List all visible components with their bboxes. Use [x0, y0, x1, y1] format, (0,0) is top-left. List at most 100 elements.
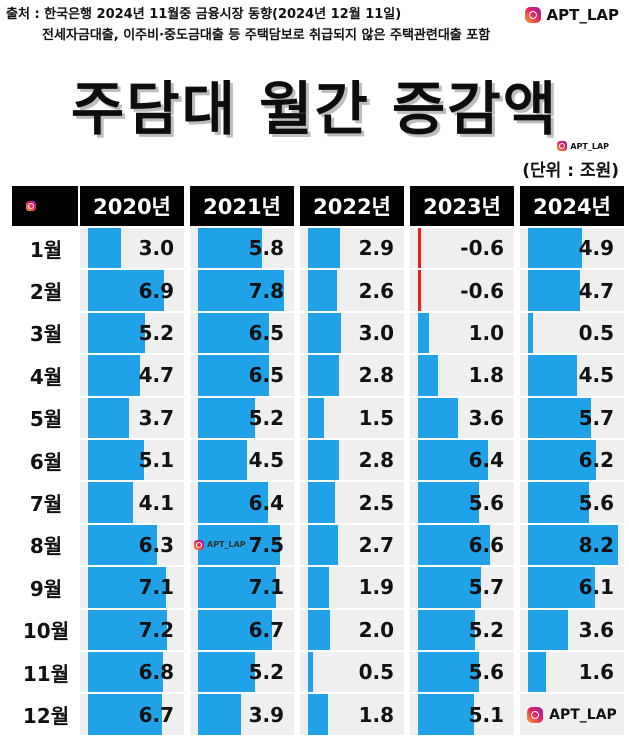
bar-negative [418, 228, 421, 269]
data-label: 5.1 [468, 702, 504, 727]
table-cell: -0.6 [410, 270, 514, 311]
bar [418, 482, 480, 523]
bar [528, 524, 618, 566]
bar [198, 355, 270, 396]
bar [198, 567, 276, 608]
data-label: 5.2 [248, 660, 284, 685]
bar [418, 524, 491, 566]
table-cell: 4.1 [80, 482, 184, 523]
table-cell: 2.5 [300, 482, 404, 523]
table-cell: 7.5 APT_LAP [190, 524, 294, 566]
row-label: 8월 [29, 534, 63, 559]
mini-brand-text: APT_LAP [570, 141, 609, 151]
table-cell: 4.5 [520, 355, 624, 396]
data-label: 5.7 [468, 575, 504, 600]
table-cell: 5.2 [410, 609, 514, 650]
data-label: 3.0 [138, 236, 174, 261]
table-cell: 5.2 [190, 397, 294, 438]
data-label: 3.0 [358, 320, 394, 345]
table-cell: 2.6 [300, 270, 404, 311]
table-cell: 5.6 [410, 652, 514, 693]
bar [308, 482, 336, 523]
bar [528, 228, 582, 269]
cell-watermark-text: APT_LAP [207, 540, 246, 550]
data-label: 6.7 [248, 617, 284, 642]
brand-handle-text: APT_LAP [546, 6, 620, 24]
data-label: 6.1 [578, 575, 614, 600]
table-cell: 4.7 [520, 270, 624, 311]
data-label: 4.5 [578, 363, 614, 388]
data-label: 6.8 [138, 660, 174, 685]
bar [418, 312, 429, 354]
source-note: 출처 : 한국은행 2024년 11월중 금융시장 동향(2024년 12월 1… [6, 4, 490, 46]
data-label: 7.8 [248, 278, 284, 303]
corner-watermark-text: APT_LAP [549, 706, 617, 723]
bar [198, 228, 262, 269]
bar [308, 567, 329, 608]
table-cell: 2.8 [300, 355, 404, 396]
table-cell: 3.6 [520, 609, 624, 650]
bar [88, 652, 163, 693]
table-cell: 4.9 [520, 228, 624, 269]
table-cell: 2.9 [300, 228, 404, 269]
data-label: 0.5 [358, 660, 394, 685]
bar [308, 355, 339, 396]
row-label: 3월 [29, 322, 63, 347]
table-cell: 6.8 [80, 652, 184, 693]
data-label: 4.7 [138, 363, 174, 388]
data-label: -0.6 [460, 278, 504, 303]
bar [418, 567, 481, 608]
data-label: 4.7 [578, 278, 614, 303]
column-header: 2023년 [410, 186, 514, 226]
table-cell: 3.0 [80, 228, 184, 269]
instagram-icon [527, 706, 544, 723]
data-label: 1.6 [578, 660, 614, 685]
bar [88, 567, 166, 608]
table-cell: 6.1 [520, 567, 624, 608]
table-cell: 6.9 [80, 270, 184, 311]
table-cell: 0.5 [520, 312, 624, 354]
bar [418, 609, 476, 650]
bar [308, 312, 341, 354]
data-label: 1.8 [358, 702, 394, 727]
mini-brand: APT_LAP [557, 141, 609, 151]
table-cell: 6.5 [190, 355, 294, 396]
data-label: 5.2 [248, 405, 284, 430]
brand-handle[interactable]: APT_LAP [524, 6, 620, 24]
data-label: 5.2 [138, 320, 174, 345]
table-cell: 5.7 [410, 567, 514, 608]
bar [418, 440, 489, 481]
cell-watermark: APT_LAP [194, 539, 246, 550]
instagram-icon [26, 201, 36, 211]
data-label: -0.6 [460, 236, 504, 261]
table-cell: 1.6 [520, 652, 624, 693]
table-cell: 3.6 [410, 397, 514, 438]
data-label: 3.6 [578, 617, 614, 642]
table-cell: 5.7 [520, 397, 624, 438]
bar [198, 440, 248, 481]
bar [308, 270, 337, 311]
bar [528, 482, 590, 523]
bar [418, 652, 480, 693]
bar [528, 270, 580, 311]
table-cell: 7.8 [190, 270, 294, 311]
data-label: 7.1 [138, 575, 174, 600]
table-cell: 5.6 [410, 482, 514, 523]
table-cell: 4.5 [190, 440, 294, 481]
table-cell: 1.8 [410, 355, 514, 396]
table-cell: 8.2 [520, 524, 624, 566]
row-label: 6월 [29, 449, 63, 474]
data-label: 3.7 [138, 405, 174, 430]
data-label: 1.0 [468, 320, 504, 345]
row-label: 2월 [29, 280, 63, 305]
table-cell: 6.6 [410, 524, 514, 566]
chart-title: 주담대 월간 증감액 [70, 75, 559, 143]
table-cell: 6.4 [410, 440, 514, 481]
bar [308, 228, 340, 269]
table-cell: 7.1 [80, 567, 184, 608]
table-cell: 5.8 [190, 228, 294, 269]
row-label: 4월 [29, 364, 63, 389]
bar [198, 312, 270, 354]
data-label: 5.6 [578, 490, 614, 515]
data-label: 6.9 [138, 278, 174, 303]
